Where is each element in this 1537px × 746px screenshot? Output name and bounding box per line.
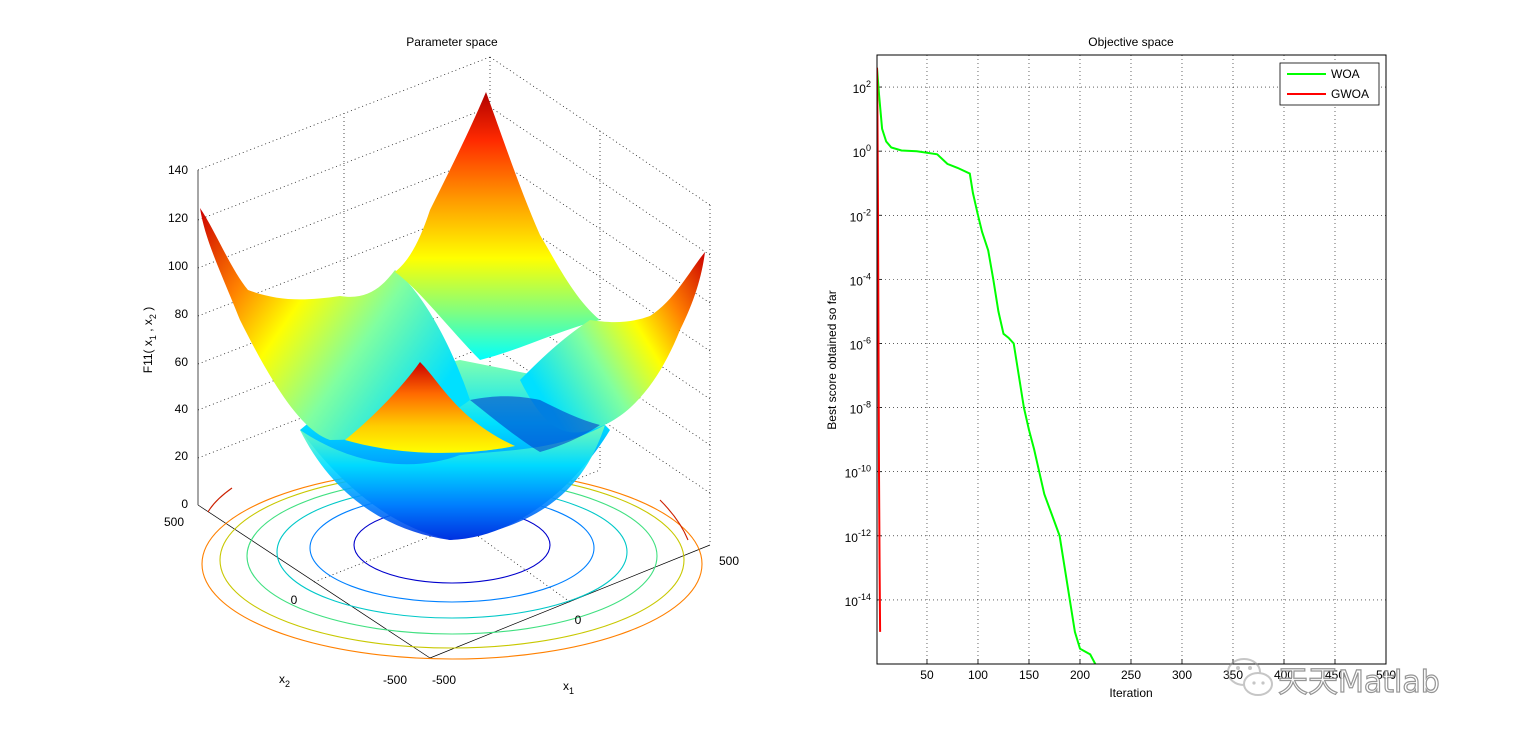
z-tick: 80 [175,307,189,321]
y-tick-label: 10-12 [845,528,871,545]
plot-frame [876,54,1387,665]
x-tick-label: 200 [1070,668,1090,682]
surface-left-wing [200,208,470,440]
surface-front-peak [345,362,515,453]
x-tick-label: 500 [1376,668,1396,682]
z-tick: 100 [168,259,188,273]
plot-area [877,55,1386,664]
contour-line [207,487,233,513]
x2-tick: 500 [164,515,184,529]
legend: WOA GWOA [1279,62,1380,106]
surface-plot: Parameter space [141,35,739,696]
series-line-woa [877,67,1097,664]
x1-axis: -500 0 500 x1 [432,554,739,696]
x-tick-label: 150 [1019,668,1039,682]
y-tick-label: 100 [853,143,871,160]
y-tick-label: 10-8 [850,400,871,417]
legend-box [1279,62,1380,106]
y-ticks: 102 100 10-2 10-4 10-6 10-8 10-10 10-12 10-14 [845,79,871,609]
x-tick-label: 350 [1223,668,1243,682]
y-axis-label: Best score obtained so far [825,290,839,429]
y-tick-label: 102 [853,79,871,96]
surface-center-trough [470,396,600,452]
x-axis-label: Iteration [1109,686,1152,700]
x1-tick: 500 [719,554,739,568]
x2-tick: 0 [291,593,298,607]
x-tick-label: 450 [1325,668,1345,682]
x1-tick: -500 [432,673,456,687]
z-tick: 120 [168,211,188,225]
y-tick-label: 10-10 [845,464,871,481]
y-tick-label: 10-14 [845,592,871,609]
z-tick: 60 [175,355,189,369]
surface-back-peak [395,92,600,360]
x1-tick: 0 [575,613,582,627]
watermark: 天天Matlab [1227,658,1440,701]
contour-line [659,499,689,541]
z-tick: 0 [181,497,188,511]
x-tick-label: 400 [1274,668,1294,682]
z-tick: 40 [175,402,189,416]
legend-label-gwoa: GWOA [1331,87,1369,101]
x-tick-label: 100 [968,668,988,682]
z-axis-label: F11( x1 , x2 ) [141,307,158,374]
x1-axis-label: x1 [563,679,574,696]
x-tick-label: 300 [1172,668,1192,682]
x-tick-label: 250 [1121,668,1141,682]
surface-bowl-floor [300,425,605,540]
y-tick-label: 10-2 [850,207,871,224]
x2-tick: -500 [383,673,407,687]
right-title: Objective space [1088,35,1174,49]
watermark-text: 天天Matlab [1278,665,1440,700]
wechat-icon [1227,658,1273,696]
y-tick-label: 10-4 [850,271,871,288]
z-tick: 20 [175,449,189,463]
x2-axis-label: x2 [279,672,290,689]
convergence-plot: Objective space 50 100 150 200 250 300 350 400 4… [825,35,1396,700]
y-tick-label: 10-6 [850,335,871,352]
left-title: Parameter space [406,35,498,49]
x-tick-label: 50 [920,668,934,682]
z-ticks: 140 120 100 80 60 40 20 0 [168,163,188,511]
surface-right-wing [520,252,705,433]
z-tick: 140 [168,163,188,177]
legend-label-woa: WOA [1331,67,1360,81]
x2-axis: -500 0 500 x2 [164,515,407,689]
x-ticks: 50 100 150 200 250 300 350 400 450 500 [920,668,1396,682]
surface-mesh [200,92,705,540]
